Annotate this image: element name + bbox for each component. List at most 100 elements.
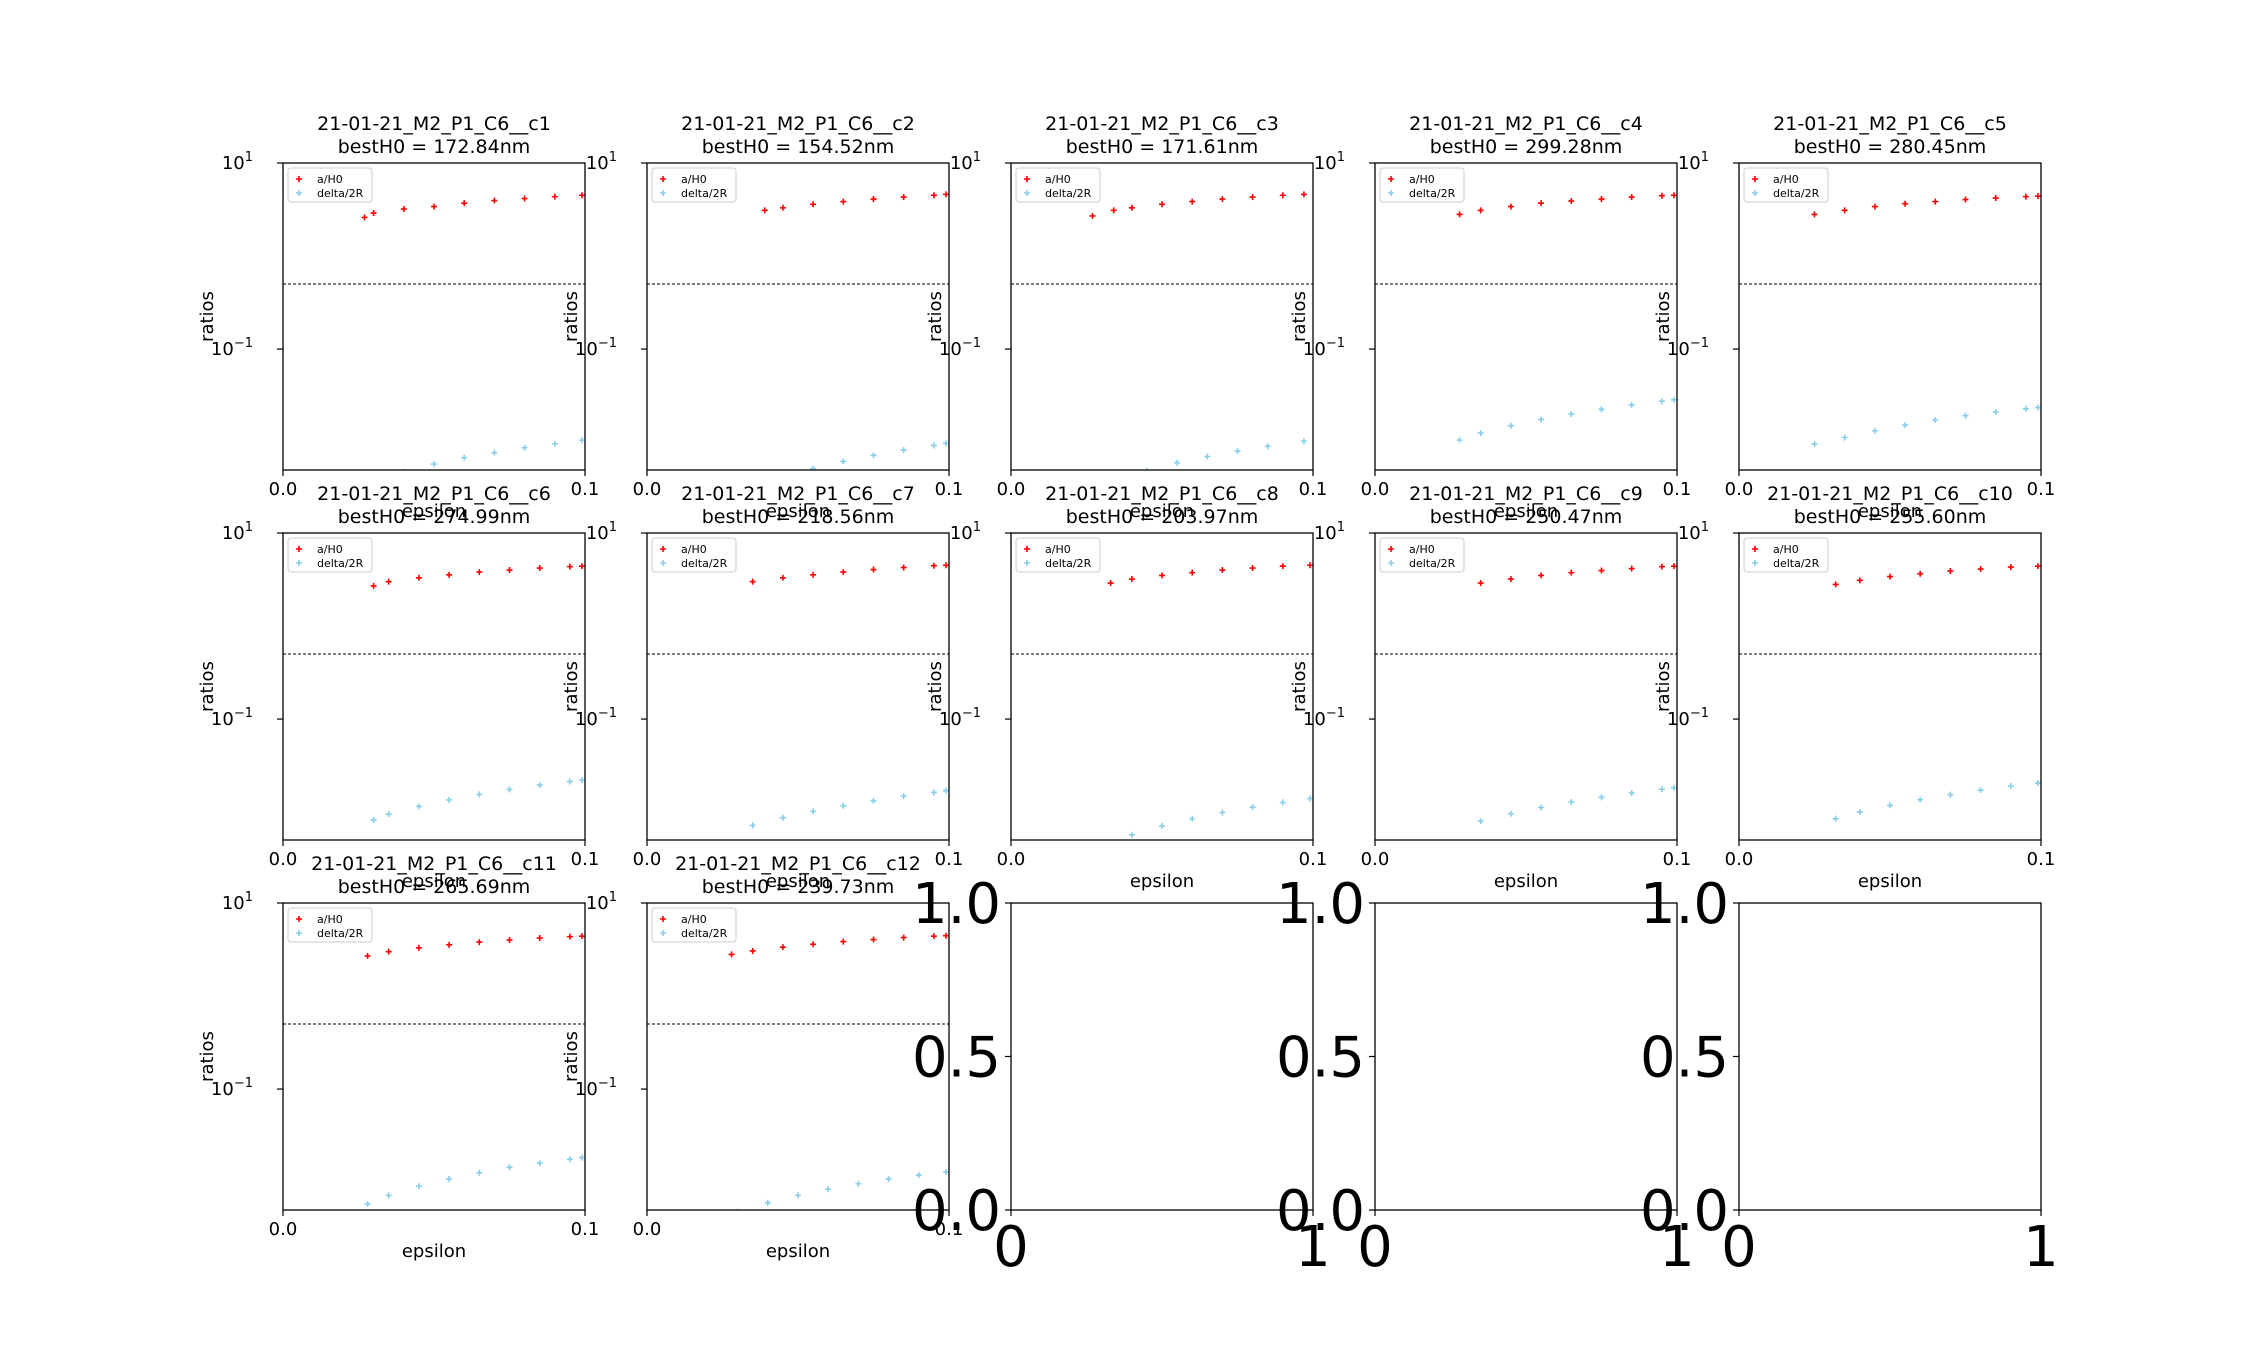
data-point xyxy=(491,449,498,456)
data-point xyxy=(1598,567,1605,574)
legend-marker xyxy=(660,190,666,196)
data-point xyxy=(2034,404,2041,411)
data-point xyxy=(1507,422,1514,429)
data-point xyxy=(1887,802,1893,809)
subplot-subtitle: bestH0 = 218.56nm xyxy=(702,506,895,528)
data-point xyxy=(942,440,949,447)
x-tick-label: 1 xyxy=(1659,1215,1695,1280)
y-tick-label: 0.0 xyxy=(1640,1179,1729,1244)
subplot-title: 21-01-21_M2_P1_C6__c11 xyxy=(311,853,557,875)
x-tick-label: 0.0 xyxy=(1725,849,1754,870)
data-point xyxy=(1658,786,1665,793)
x-tick-label: 0.1 xyxy=(571,479,600,500)
data-point xyxy=(1992,195,1999,202)
data-point xyxy=(728,951,735,958)
legend-entry: a/H0 xyxy=(317,173,343,186)
x-tick-label: 1 xyxy=(1295,1215,1331,1280)
data-point xyxy=(1917,570,1924,577)
legend-entry: delta/2R xyxy=(317,927,364,940)
data-point xyxy=(1219,196,1226,203)
legend-marker xyxy=(1752,176,1758,182)
data-point xyxy=(1264,443,1271,450)
data-point xyxy=(1146,467,1148,470)
data-point xyxy=(1477,207,1484,214)
y-tick-label: 101 xyxy=(222,150,253,174)
data-point xyxy=(1110,207,1117,214)
points-layer xyxy=(1456,192,1677,444)
subplot-title: 21-01-21_M2_P1_C6__c1 xyxy=(317,113,551,135)
data-point xyxy=(1917,796,1924,803)
data-point xyxy=(566,778,573,785)
data-point xyxy=(1477,430,1484,437)
y-tick-label: 10−1 xyxy=(1667,706,1709,730)
y-tick-label: 101 xyxy=(1678,520,1709,544)
data-point xyxy=(870,196,877,203)
legend-frame xyxy=(287,907,373,943)
y-tick-label: 101 xyxy=(950,520,981,544)
data-point xyxy=(900,447,907,454)
data-point xyxy=(1598,794,1605,801)
data-point xyxy=(1670,396,1677,403)
data-point xyxy=(1219,809,1226,816)
data-point xyxy=(578,933,585,940)
data-point xyxy=(1932,417,1939,424)
legend-marker xyxy=(296,190,302,196)
data-point xyxy=(942,787,949,794)
x-tick-label: 0.1 xyxy=(935,849,964,870)
legend-entry: delta/2R xyxy=(681,927,728,940)
x-tick-label: 0.0 xyxy=(269,479,298,500)
data-point xyxy=(2007,564,2014,571)
data-point xyxy=(431,203,437,210)
data-point xyxy=(942,191,949,198)
x-tick-label: 0.0 xyxy=(269,1219,298,1240)
subplot-title: 21-01-21_M2_P1_C6__c4 xyxy=(1409,113,1643,135)
data-point xyxy=(364,952,371,959)
series-delta-2r xyxy=(1146,438,1307,470)
legend-marker xyxy=(660,546,666,552)
data-point xyxy=(1234,448,1241,455)
legend-marker xyxy=(1388,560,1394,566)
points-layer xyxy=(1811,193,2041,448)
series-a-h0 xyxy=(728,932,949,958)
data-point xyxy=(1598,196,1605,203)
x-axis-label: epsilon xyxy=(766,1241,830,1262)
data-point xyxy=(749,578,756,585)
x-tick-label: 1 xyxy=(2023,1215,2059,1280)
y-tick-label: 1.0 xyxy=(912,872,1001,937)
data-point xyxy=(2022,193,2029,200)
data-point xyxy=(566,933,573,940)
x-tick-label: 0.0 xyxy=(633,849,662,870)
y-tick-exponent: 1 xyxy=(245,890,253,905)
data-point xyxy=(870,566,877,573)
y-tick-exponent: 1 xyxy=(245,150,253,165)
data-point xyxy=(1189,198,1196,205)
data-point xyxy=(521,195,528,202)
data-point xyxy=(536,565,543,572)
series-a-h0 xyxy=(361,192,585,221)
data-point xyxy=(578,1154,585,1161)
data-point xyxy=(779,574,786,581)
y-tick-exponent: 1 xyxy=(1337,150,1345,165)
data-point xyxy=(840,569,847,576)
series-delta-2r xyxy=(403,437,585,470)
data-point xyxy=(779,204,786,211)
subplot-title: 21-01-21_M2_P1_C6__c8 xyxy=(1045,483,1279,505)
legend-marker xyxy=(296,546,302,552)
data-point xyxy=(1568,198,1575,205)
data-point xyxy=(1887,573,1893,580)
x-tick-label: 0.1 xyxy=(1663,849,1692,870)
data-point xyxy=(1568,411,1575,418)
data-point xyxy=(1128,831,1135,838)
subplot-title: 21-01-21_M2_P1_C6__c12 xyxy=(675,853,921,875)
data-point xyxy=(1279,799,1286,806)
legend-entry: a/H0 xyxy=(681,913,707,926)
data-point xyxy=(1249,565,1256,572)
data-point xyxy=(1841,207,1848,214)
